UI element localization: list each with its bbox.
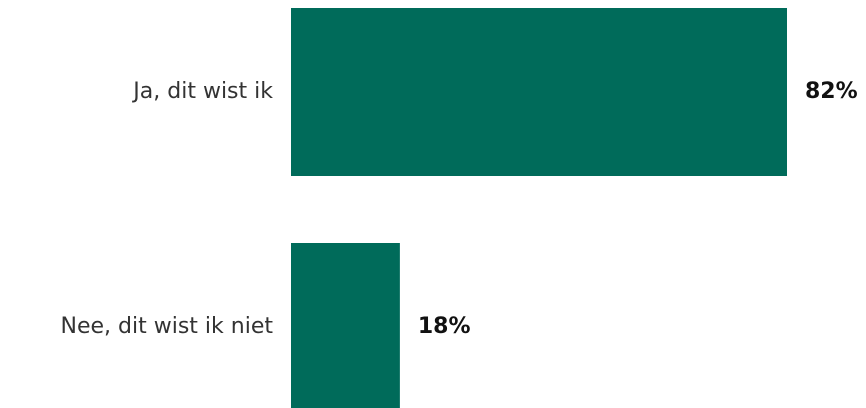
category-label-1: Nee, dit wist ik niet	[61, 314, 274, 339]
value-labels: 82% 18%	[418, 79, 858, 339]
value-label-1: 18%	[418, 314, 471, 339]
bars	[291, 8, 787, 408]
category-label-0: Ja, dit wist ik	[131, 79, 273, 104]
category-labels: Ja, dit wist ik Nee, dit wist ik niet	[61, 79, 274, 339]
bar-1	[291, 243, 400, 408]
value-label-0: 82%	[805, 79, 858, 104]
bar-0	[291, 8, 787, 176]
